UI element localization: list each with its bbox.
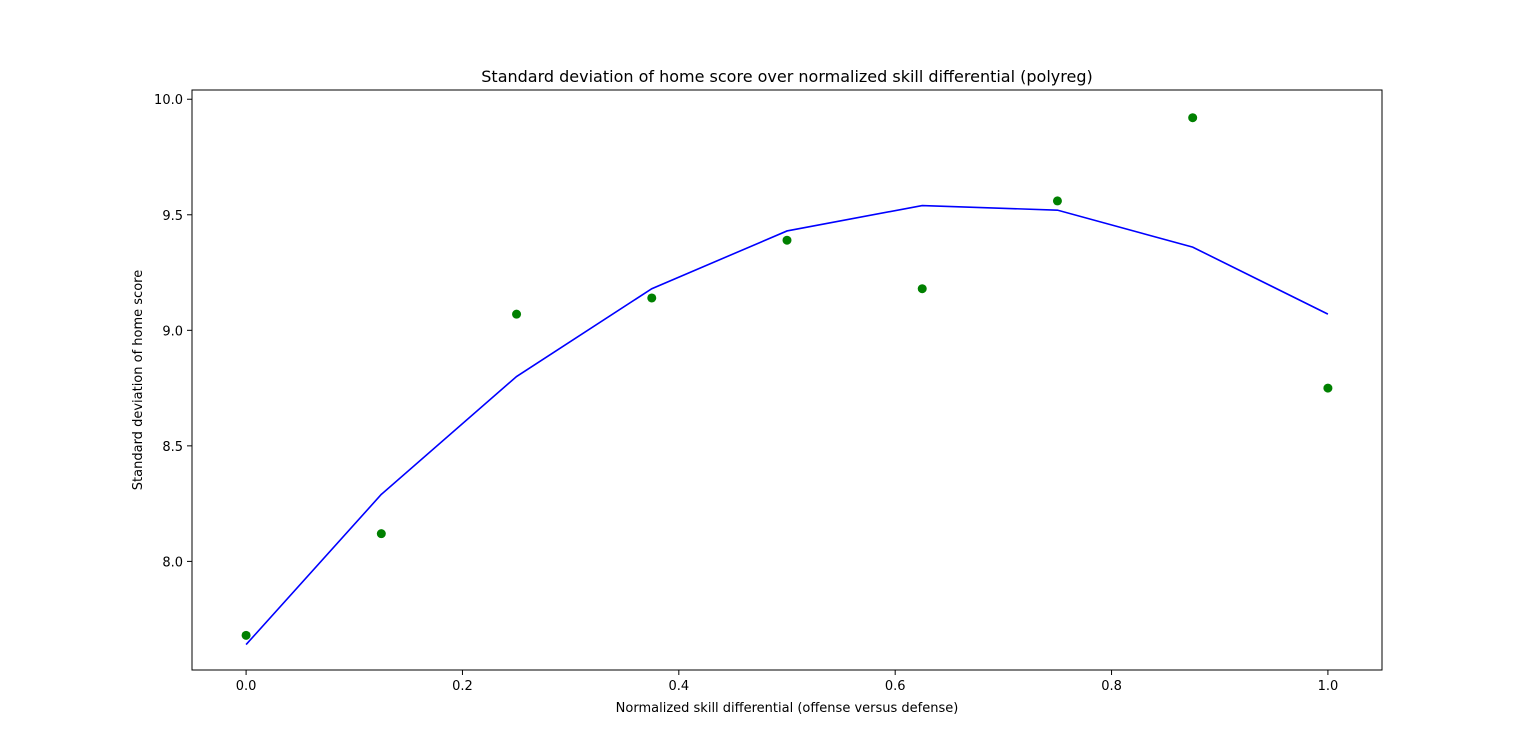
y-axis-label: Standard deviation of home score (131, 270, 146, 490)
y-tick-label: 9.0 (162, 324, 183, 339)
x-tick-label: 1.0 (1318, 679, 1339, 694)
data-point (1188, 113, 1198, 123)
data-point (241, 630, 251, 640)
data-point (782, 235, 792, 245)
series-layer (241, 113, 1333, 646)
x-tick-label: 0.2 (452, 679, 473, 694)
y-tick-label: 10.0 (154, 93, 183, 108)
plot-area (191, 89, 1383, 671)
chart-title: Standard deviation of home score over no… (481, 67, 1092, 86)
fit-line (245, 204, 1329, 646)
data-point (1323, 383, 1333, 393)
x-axis-label: Normalized skill differential (offense v… (616, 701, 959, 716)
data-point (917, 284, 927, 294)
y-tick-label: 8.5 (162, 440, 183, 455)
x-axis: 0.0 0.2 0.4 0.6 0.8 1.0 (236, 670, 1339, 694)
x-tick-label: 0.4 (668, 679, 689, 694)
data-point (512, 309, 522, 319)
x-tick-label: 0.0 (236, 679, 257, 694)
x-tick-label: 0.6 (885, 679, 906, 694)
y-tick-label: 8.0 (162, 555, 183, 570)
x-tick-label: 0.8 (1101, 679, 1122, 694)
data-point (647, 293, 657, 303)
data-point (376, 529, 386, 539)
y-axis: 8.0 8.5 9.0 9.5 10.0 (154, 93, 192, 570)
y-tick-label: 9.5 (162, 209, 183, 224)
data-point (1052, 196, 1062, 206)
